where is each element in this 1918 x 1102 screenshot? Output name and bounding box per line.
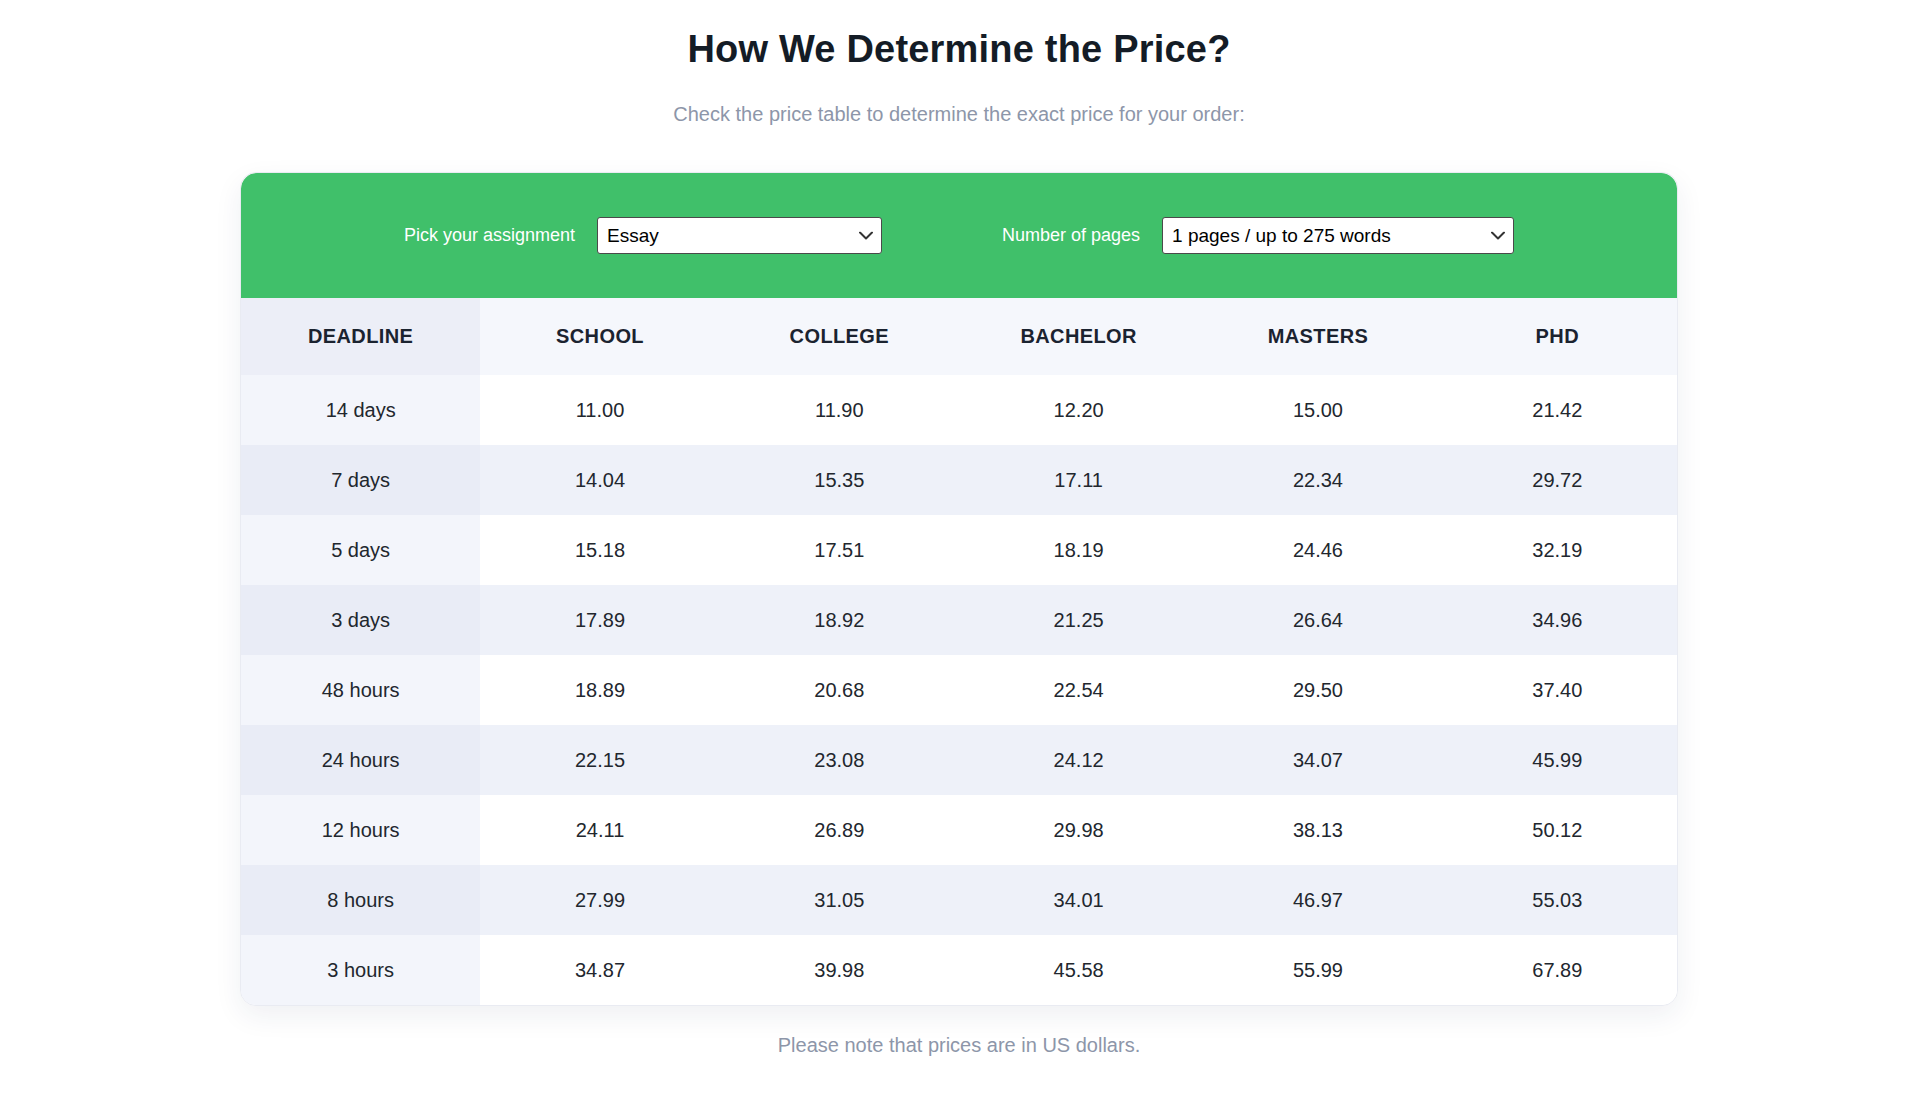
column-header-masters: MASTERS bbox=[1198, 298, 1437, 375]
price-cell: 21.25 bbox=[959, 585, 1198, 655]
price-cell: 38.13 bbox=[1198, 795, 1437, 865]
price-cell: 31.05 bbox=[720, 865, 959, 935]
deadline-cell: 48 hours bbox=[241, 655, 480, 725]
table-row: 14 days11.0011.9012.2015.0021.42 bbox=[241, 375, 1677, 445]
price-cell: 34.01 bbox=[959, 865, 1198, 935]
price-cell: 17.89 bbox=[480, 585, 719, 655]
price-cell: 24.12 bbox=[959, 725, 1198, 795]
price-cell: 32.19 bbox=[1438, 515, 1677, 585]
price-cell: 22.34 bbox=[1198, 445, 1437, 515]
deadline-cell: 24 hours bbox=[241, 725, 480, 795]
price-cell: 34.07 bbox=[1198, 725, 1437, 795]
deadline-cell: 8 hours bbox=[241, 865, 480, 935]
price-cell: 18.19 bbox=[959, 515, 1198, 585]
pages-label: Number of pages bbox=[1002, 225, 1140, 246]
table-row: 7 days14.0415.3517.1122.3429.72 bbox=[241, 445, 1677, 515]
column-header-bachelor: BACHELOR bbox=[959, 298, 1198, 375]
price-cell: 55.99 bbox=[1198, 935, 1437, 1005]
assignment-select[interactable]: Essay bbox=[597, 217, 882, 254]
price-cell: 18.89 bbox=[480, 655, 719, 725]
pricing-page: How We Determine the Price? Check the pr… bbox=[0, 0, 1918, 1057]
price-cell: 11.90 bbox=[720, 375, 959, 445]
price-cell: 24.46 bbox=[1198, 515, 1437, 585]
table-row: 12 hours24.1126.8929.9838.1350.12 bbox=[241, 795, 1677, 865]
table-row: 24 hours22.1523.0824.1234.0745.99 bbox=[241, 725, 1677, 795]
column-header-phd: PHD bbox=[1438, 298, 1677, 375]
price-cell: 20.68 bbox=[720, 655, 959, 725]
price-cell: 29.98 bbox=[959, 795, 1198, 865]
table-row: 3 days17.8918.9221.2526.6434.96 bbox=[241, 585, 1677, 655]
price-cell: 46.97 bbox=[1198, 865, 1437, 935]
price-cell: 12.20 bbox=[959, 375, 1198, 445]
price-cell: 50.12 bbox=[1438, 795, 1677, 865]
table-row: 48 hours18.8920.6822.5429.5037.40 bbox=[241, 655, 1677, 725]
price-cell: 17.11 bbox=[959, 445, 1198, 515]
price-table-body: 14 days11.0011.9012.2015.0021.427 days14… bbox=[241, 375, 1677, 1005]
price-cell: 67.89 bbox=[1438, 935, 1677, 1005]
price-cell: 29.50 bbox=[1198, 655, 1437, 725]
price-cell: 29.72 bbox=[1438, 445, 1677, 515]
filters-bar: Pick your assignment Essay Number of pag… bbox=[241, 173, 1677, 298]
price-cell: 34.96 bbox=[1438, 585, 1677, 655]
price-cell: 26.89 bbox=[720, 795, 959, 865]
price-cell: 37.40 bbox=[1438, 655, 1677, 725]
price-cell: 23.08 bbox=[720, 725, 959, 795]
header-row: DEADLINESCHOOLCOLLEGEBACHELORMASTERSPHD bbox=[241, 298, 1677, 375]
deadline-cell: 3 hours bbox=[241, 935, 480, 1005]
table-row: 5 days15.1817.5118.1924.4632.19 bbox=[241, 515, 1677, 585]
price-cell: 27.99 bbox=[480, 865, 719, 935]
price-cell: 15.00 bbox=[1198, 375, 1437, 445]
price-cell: 34.87 bbox=[480, 935, 719, 1005]
price-cell: 55.03 bbox=[1438, 865, 1677, 935]
footer-note: Please note that prices are in US dollar… bbox=[0, 1034, 1918, 1057]
price-cell: 21.42 bbox=[1438, 375, 1677, 445]
price-cell: 15.18 bbox=[480, 515, 719, 585]
pages-filter-group: Number of pages 1 pages / up to 275 word… bbox=[1002, 217, 1514, 254]
deadline-cell: 7 days bbox=[241, 445, 480, 515]
price-cell: 17.51 bbox=[720, 515, 959, 585]
price-cell: 24.11 bbox=[480, 795, 719, 865]
price-cell: 45.99 bbox=[1438, 725, 1677, 795]
price-cell: 22.15 bbox=[480, 725, 719, 795]
table-row: 3 hours34.8739.9845.5855.9967.89 bbox=[241, 935, 1677, 1005]
deadline-cell: 5 days bbox=[241, 515, 480, 585]
column-header-college: COLLEGE bbox=[720, 298, 959, 375]
assignment-filter-group: Pick your assignment Essay bbox=[404, 217, 882, 254]
column-header-school: SCHOOL bbox=[480, 298, 719, 375]
pages-select[interactable]: 1 pages / up to 275 words bbox=[1162, 217, 1514, 254]
deadline-cell: 12 hours bbox=[241, 795, 480, 865]
price-cell: 18.92 bbox=[720, 585, 959, 655]
price-cell: 15.35 bbox=[720, 445, 959, 515]
price-cell: 39.98 bbox=[720, 935, 959, 1005]
price-cell: 26.64 bbox=[1198, 585, 1437, 655]
table-row: 8 hours27.9931.0534.0146.9755.03 bbox=[241, 865, 1677, 935]
price-table-header: DEADLINESCHOOLCOLLEGEBACHELORMASTERSPHD bbox=[241, 298, 1677, 375]
page-title: How We Determine the Price? bbox=[0, 28, 1918, 71]
page-subtitle: Check the price table to determine the e… bbox=[0, 103, 1918, 126]
deadline-cell: 3 days bbox=[241, 585, 480, 655]
price-card: Pick your assignment Essay Number of pag… bbox=[240, 172, 1678, 1006]
price-cell: 45.58 bbox=[959, 935, 1198, 1005]
price-cell: 11.00 bbox=[480, 375, 719, 445]
assignment-label: Pick your assignment bbox=[404, 225, 575, 246]
deadline-cell: 14 days bbox=[241, 375, 480, 445]
price-cell: 22.54 bbox=[959, 655, 1198, 725]
price-cell: 14.04 bbox=[480, 445, 719, 515]
price-table: DEADLINESCHOOLCOLLEGEBACHELORMASTERSPHD … bbox=[241, 298, 1677, 1005]
column-header-deadline: DEADLINE bbox=[241, 298, 480, 375]
